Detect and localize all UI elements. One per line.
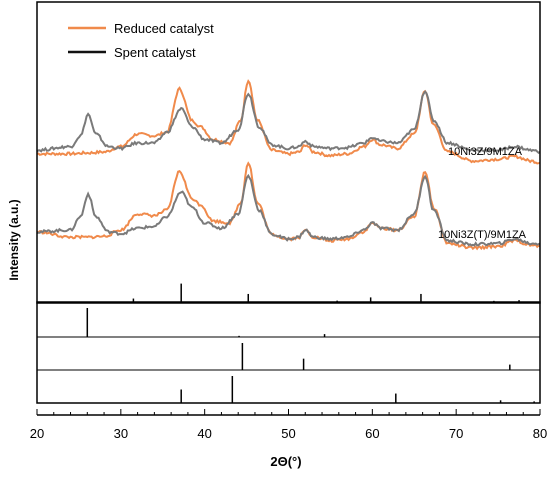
series-line-spent-3 <box>36 173 541 247</box>
x-tick-label: 30 <box>114 426 128 441</box>
reference-panels <box>36 1 541 404</box>
series-line-reduced-0 <box>36 79 541 165</box>
x-tick-label: 70 <box>449 426 463 441</box>
series-layer <box>36 79 541 251</box>
reference-panel-2 <box>37 301 540 337</box>
legend: Reduced catalyst Spent catalyst <box>68 21 214 60</box>
sample-label-1: 10Ni3Z/9M1ZA <box>448 146 523 158</box>
reference-panel-4 <box>37 369 540 403</box>
reference-frame <box>36 301 541 404</box>
x-tick-label: 20 <box>30 426 44 441</box>
legend-label-reduced: Reduced catalyst <box>114 21 214 36</box>
x-tick-label: 80 <box>533 426 547 441</box>
x-axis-label: 2Θ(°) <box>270 454 301 469</box>
reference-panel-1 <box>132 283 520 302</box>
x-tick-label: 50 <box>281 426 295 441</box>
series-line-spent-1 <box>36 90 541 155</box>
y-axis-label: Intensity (a.u.) <box>7 199 21 280</box>
x-tick-label: 40 <box>197 426 211 441</box>
reference-panel-3 <box>37 336 540 370</box>
sample-label-2: 10Ni3Z(T)/9M1ZA <box>438 229 527 241</box>
x-axis: 20 30 40 50 60 70 80 <box>30 409 547 441</box>
legend-label-spent: Spent catalyst <box>114 45 196 60</box>
x-tick-label: 60 <box>365 426 379 441</box>
plot-frame <box>36 1 541 304</box>
